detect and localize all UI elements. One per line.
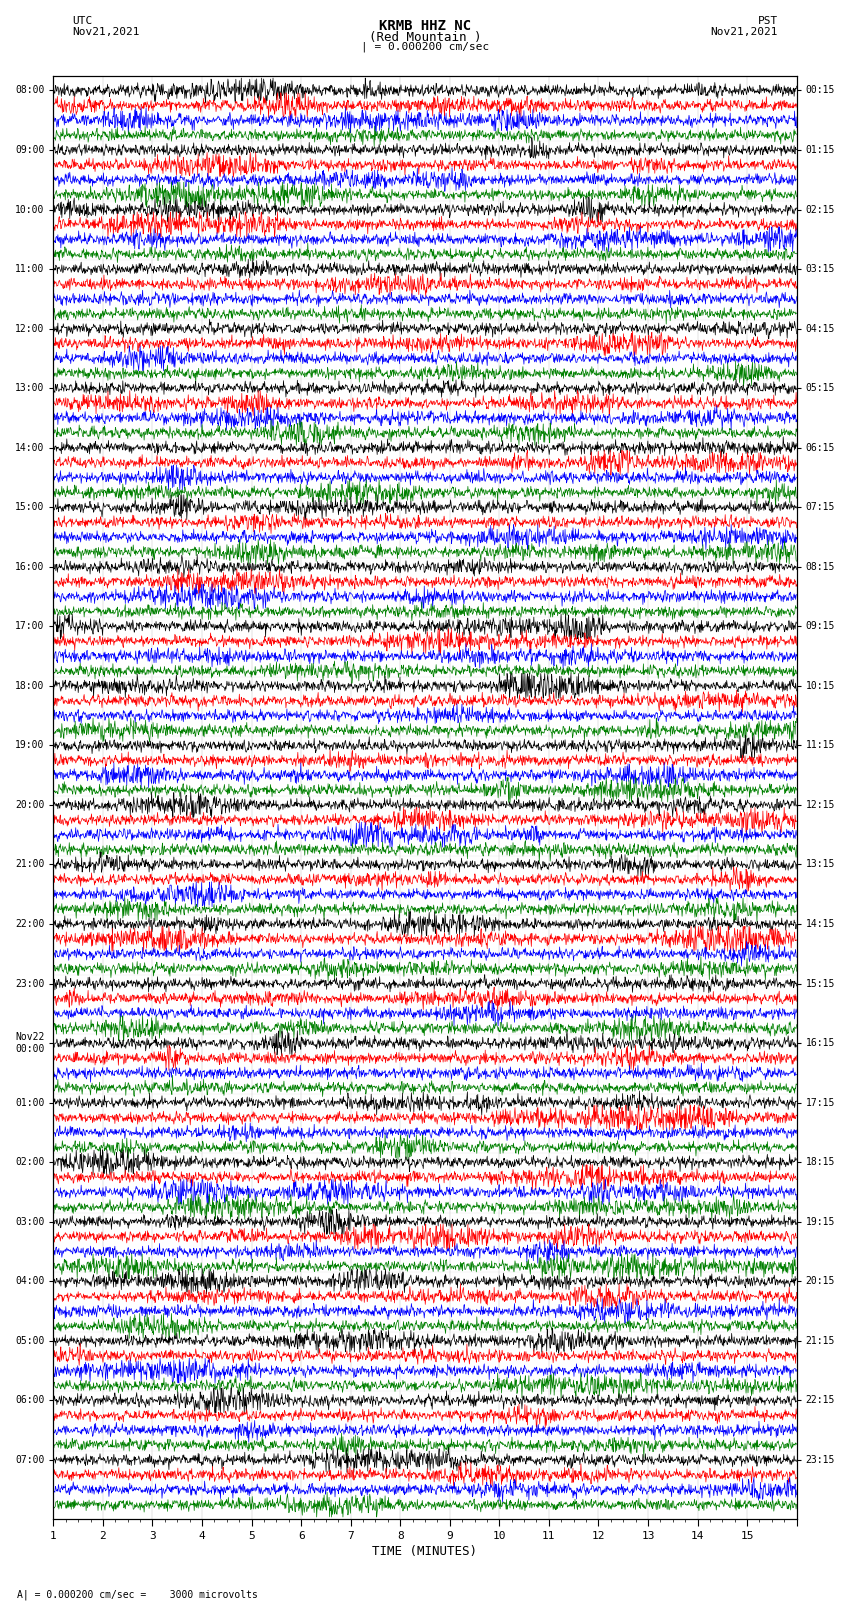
Text: Nov21,2021: Nov21,2021 xyxy=(72,27,139,37)
Text: KRMB HHZ NC: KRMB HHZ NC xyxy=(379,19,471,34)
Text: Nov21,2021: Nov21,2021 xyxy=(711,27,778,37)
X-axis label: TIME (MINUTES): TIME (MINUTES) xyxy=(372,1545,478,1558)
Text: | = 0.000200 cm/sec: | = 0.000200 cm/sec xyxy=(361,42,489,53)
Text: UTC: UTC xyxy=(72,16,93,26)
Text: (Red Mountain ): (Red Mountain ) xyxy=(369,31,481,44)
Text: PST: PST xyxy=(757,16,778,26)
Text: A| = 0.000200 cm/sec =    3000 microvolts: A| = 0.000200 cm/sec = 3000 microvolts xyxy=(17,1589,258,1600)
